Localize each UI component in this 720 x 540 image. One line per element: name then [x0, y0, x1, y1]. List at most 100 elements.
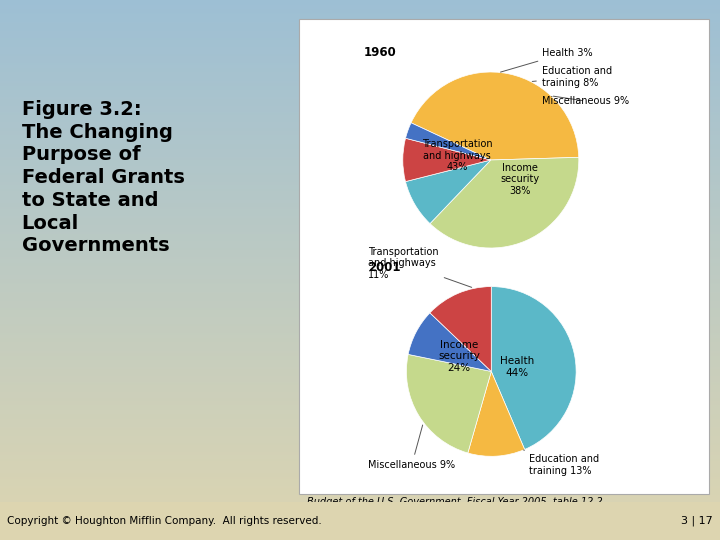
- Bar: [0, 227, 720, 228]
- Bar: [0, 497, 720, 498]
- Bar: [0, 508, 720, 509]
- Bar: [0, 221, 720, 223]
- Bar: [0, 147, 720, 150]
- Bar: [0, 38, 720, 39]
- Bar: [0, 349, 720, 351]
- Bar: [0, 52, 720, 54]
- Bar: [0, 247, 720, 248]
- Text: Budget of the U.S. Government, Fiscal Year 2005, table 12.2.: Budget of the U.S. Government, Fiscal Ye…: [307, 497, 606, 507]
- Bar: [0, 387, 720, 389]
- Bar: [0, 441, 720, 443]
- Bar: [0, 162, 720, 164]
- Bar: [0, 403, 720, 405]
- Bar: [0, 158, 720, 160]
- Bar: [0, 295, 720, 297]
- Bar: [0, 204, 720, 205]
- Bar: [0, 457, 720, 459]
- Bar: [0, 292, 720, 293]
- Bar: [0, 245, 720, 247]
- Bar: [0, 261, 720, 263]
- Bar: [0, 447, 720, 448]
- Bar: [0, 520, 720, 522]
- Bar: [0, 101, 720, 103]
- Bar: [0, 164, 720, 166]
- Bar: [0, 155, 720, 157]
- Bar: [0, 277, 720, 279]
- Bar: [0, 124, 720, 126]
- Bar: [0, 50, 720, 52]
- Bar: [0, 99, 720, 101]
- Bar: [0, 243, 720, 245]
- Bar: [0, 212, 720, 214]
- Bar: [0, 5, 720, 7]
- Text: Education and
training 8%: Education and training 8%: [532, 66, 612, 88]
- Bar: [0, 428, 720, 430]
- Bar: [0, 77, 720, 79]
- Bar: [0, 509, 720, 511]
- Bar: [0, 486, 720, 488]
- Text: 3 | 17: 3 | 17: [681, 516, 713, 526]
- Bar: [0, 493, 720, 495]
- Bar: [0, 322, 720, 324]
- Bar: [0, 180, 720, 182]
- Bar: [0, 32, 720, 34]
- Bar: [0, 169, 720, 171]
- Bar: [0, 92, 720, 93]
- Bar: [0, 374, 720, 376]
- Bar: [0, 369, 720, 371]
- Bar: [0, 171, 720, 173]
- Bar: [0, 383, 720, 385]
- Bar: [0, 315, 720, 317]
- Bar: [0, 490, 720, 491]
- Bar: [0, 468, 720, 470]
- Bar: [0, 312, 720, 313]
- Bar: [0, 58, 720, 59]
- Bar: [0, 130, 720, 131]
- Bar: [0, 434, 720, 436]
- Bar: [0, 474, 720, 475]
- Bar: [0, 144, 720, 146]
- Bar: [0, 258, 720, 259]
- Bar: [0, 241, 720, 243]
- Bar: [0, 225, 720, 227]
- Bar: [0, 81, 720, 83]
- Bar: [0, 153, 720, 155]
- Text: Copyright © Houghton Mifflin Company.  All rights reserved.: Copyright © Houghton Mifflin Company. Al…: [7, 516, 322, 526]
- Bar: [0, 464, 720, 466]
- Bar: [0, 160, 720, 162]
- Bar: [0, 317, 720, 319]
- Bar: [0, 36, 720, 38]
- Bar: [0, 529, 720, 531]
- Bar: [0, 356, 720, 358]
- Bar: [0, 340, 720, 342]
- Bar: [0, 252, 720, 254]
- Bar: [0, 22, 720, 23]
- Bar: [0, 117, 720, 119]
- Bar: [0, 351, 720, 353]
- Bar: [0, 231, 720, 232]
- Bar: [0, 115, 720, 117]
- Bar: [0, 495, 720, 497]
- Bar: [0, 329, 720, 331]
- Bar: [0, 66, 720, 69]
- Bar: [0, 47, 720, 49]
- Wedge shape: [430, 157, 579, 248]
- Bar: [0, 140, 720, 142]
- Bar: [0, 491, 720, 493]
- Bar: [0, 293, 720, 295]
- Bar: [0, 459, 720, 461]
- Bar: [0, 275, 720, 277]
- Bar: [0, 414, 720, 416]
- Bar: [0, 320, 720, 322]
- Bar: [0, 482, 720, 484]
- Bar: [0, 515, 720, 517]
- Bar: [0, 299, 720, 301]
- Bar: [0, 142, 720, 144]
- Bar: [0, 72, 720, 74]
- Bar: [0, 86, 720, 88]
- Bar: [0, 339, 720, 340]
- Bar: [0, 39, 720, 42]
- Bar: [0, 382, 720, 383]
- Bar: [0, 34, 720, 36]
- Bar: [0, 177, 720, 178]
